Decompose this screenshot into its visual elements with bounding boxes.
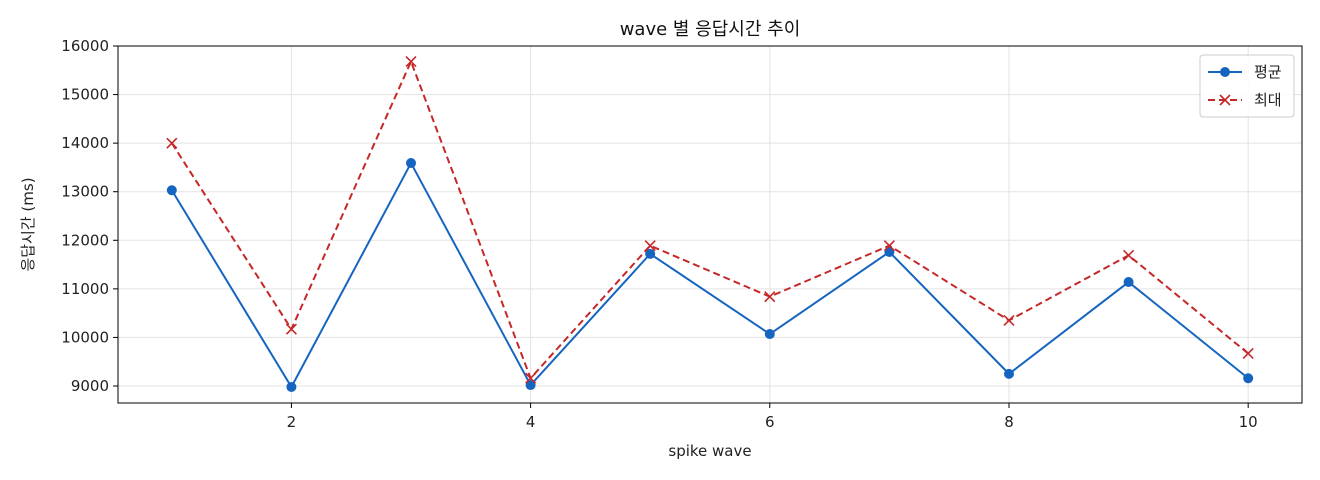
data-point	[883, 240, 895, 252]
series-평균	[166, 158, 1254, 392]
data-point	[764, 291, 776, 303]
series-line	[170, 58, 1249, 381]
series-최대	[166, 55, 1254, 384]
y-tick-label: 15000	[61, 86, 109, 104]
legend-marker	[1219, 94, 1231, 106]
data-point	[525, 372, 537, 384]
x-tick-label: 8	[1004, 413, 1014, 431]
data-point	[285, 323, 297, 335]
data-point	[645, 248, 656, 259]
data-point	[884, 246, 895, 257]
data-point	[525, 380, 536, 391]
legend-label: 평균	[1254, 63, 1282, 81]
data-point	[1242, 347, 1254, 360]
data-point	[1123, 249, 1135, 261]
legend-label: 최대	[1254, 91, 1282, 109]
x-axis-title: spike wave	[668, 442, 751, 460]
plot-frame	[117, 45, 1303, 404]
chart-title: wave 별 응답시간 추이	[620, 19, 801, 40]
y-tick-label: 14000	[61, 134, 109, 152]
data-point	[405, 55, 417, 68]
data-point	[166, 185, 177, 196]
data-point	[1123, 277, 1134, 288]
y-axis-title: 응답시간 (ms)	[19, 177, 37, 271]
x-tick-label: 2	[287, 413, 297, 431]
y-tick-label: 16000	[61, 37, 109, 55]
legend-marker	[1220, 67, 1230, 77]
y-tick-label: 13000	[61, 183, 109, 201]
data-point	[1243, 373, 1254, 384]
data-point	[286, 381, 297, 392]
data-point	[1003, 314, 1015, 326]
y-tick-label: 9000	[71, 377, 109, 395]
data-point	[166, 137, 178, 149]
data-point	[764, 329, 775, 340]
data-point	[644, 240, 656, 252]
x-tick-label: 10	[1239, 413, 1258, 431]
data-point	[406, 158, 417, 169]
series-line	[170, 160, 1249, 389]
grid	[118, 45, 1302, 403]
y-tick-label: 11000	[61, 280, 109, 298]
y-tick-label: 12000	[61, 231, 109, 249]
axis-ticks: 9000 10000 11000 12000 13000 14000 15000 16000 2…	[61, 37, 1257, 431]
series-layer	[166, 55, 1254, 392]
x-tick-label: 4	[526, 413, 536, 431]
y-tick-label: 10000	[61, 328, 109, 346]
x-tick-label: 6	[765, 413, 775, 431]
data-point	[1003, 368, 1014, 379]
